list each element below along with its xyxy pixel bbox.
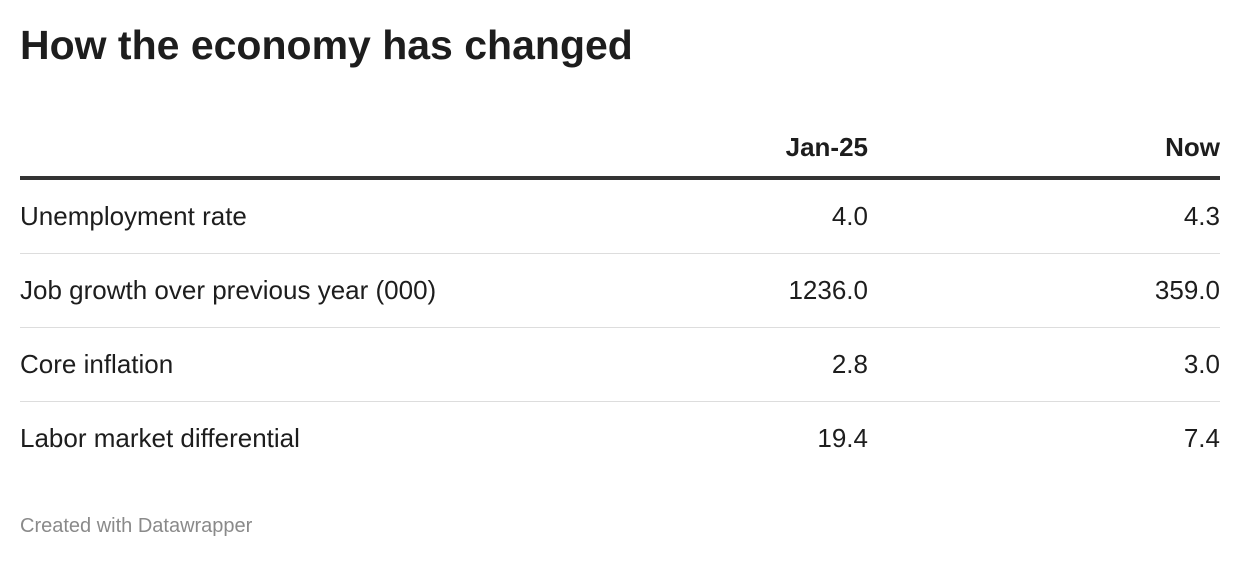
row-label: Labor market differential [20,423,300,453]
table-row: Labor market differential 19.4 7.4 [20,402,1220,476]
value-cell: 4.0 [520,178,868,254]
value-cell: 7.4 [1183,423,1220,453]
table-row: Core inflation 2.8 3.0 [20,327,1220,402]
value-cell: 1236.0 [520,253,868,328]
row-label: Job growth over previous year (000) [20,253,520,328]
header-cell-empty [20,118,520,180]
header-row: Jan-25 Now [20,118,1220,180]
value-cell: 359.0 [868,253,1220,328]
table-head: Jan-25 Now [20,118,1220,180]
value-cell: 19.4 [817,423,868,453]
table-row: Unemployment rate 4.0 4.3 [20,178,1220,254]
column-header: Now [868,118,1220,180]
credit: Created with Datawrapper [20,515,253,537]
value-cell: 2.8 [520,327,868,402]
title: How the economy has changed [20,22,633,68]
value-cell: 4.3 [868,178,1220,254]
table-row: Job growth over previous year (000) 1236.… [20,253,1220,328]
value-cell: 3.0 [868,327,1220,402]
column-header: Jan-25 [520,118,868,180]
row-label: Core inflation [20,327,520,402]
row-label: Unemployment rate [20,178,520,254]
data-table: Jan-25 Now Unemployment rate 4.0 4.3 Job gr… [20,118,1220,475]
table-body: Unemployment rate 4.0 4.3 Job growth over p… [20,178,1220,475]
